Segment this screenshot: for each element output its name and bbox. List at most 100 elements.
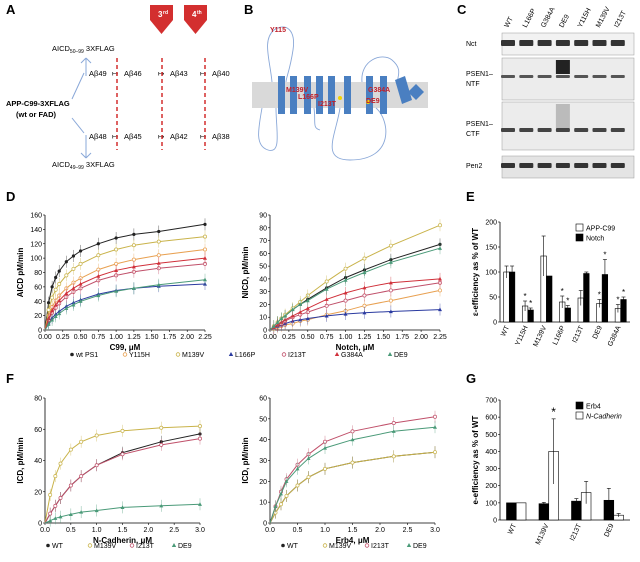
legend-label: N-Cadherin <box>586 414 622 421</box>
x-tick-label: 2.00 <box>414 334 428 341</box>
significance-star: * <box>524 292 527 301</box>
y-tick-label: 20 <box>259 302 267 309</box>
data-point <box>50 317 55 322</box>
data-point <box>46 322 51 326</box>
chart-d-left: 0 20 40 60 80 100 120 140 160 0.00 0.25 0.50 0.75 1.0… <box>16 213 212 353</box>
x-tick-label: 0.0 <box>40 527 50 534</box>
x-tick-label: 0.50 <box>74 334 88 341</box>
lane-label: L166P <box>522 7 538 28</box>
x-tick-label: 0.25 <box>282 334 296 341</box>
data-point <box>156 261 161 265</box>
data-point <box>79 510 84 514</box>
x-tick-label: 0.5 <box>293 527 303 534</box>
y-tick-label: 40 <box>259 437 267 444</box>
legend-marker <box>171 543 177 547</box>
y-tick-label: 140 <box>30 227 42 234</box>
blot-nct <box>501 32 635 56</box>
panel-label-d: D <box>6 189 15 204</box>
y-tick-label: 60 <box>34 427 42 434</box>
data-point <box>78 282 83 286</box>
chart-d-right: 0 10 20 30 40 50 60 70 80 90 0.00 0.25 0.50 0.75 1.00 1… <box>241 213 447 353</box>
data-point <box>438 223 442 228</box>
y-tick-label: 0 <box>38 521 42 528</box>
y-tick-label: 40 <box>34 299 42 306</box>
y-tick-label: 100 <box>485 270 497 277</box>
y-tick-label: 100 <box>30 256 42 263</box>
data-point <box>391 421 396 425</box>
data-point <box>156 253 161 258</box>
data-point <box>48 492 53 497</box>
data-point <box>50 285 54 289</box>
x-tick-label: 2.25 <box>433 334 447 341</box>
series-line <box>44 425 201 524</box>
data-point <box>350 437 355 442</box>
data-point <box>271 324 276 328</box>
legend-marker <box>70 352 74 357</box>
abeta43: Aβ43 <box>170 69 188 78</box>
legend-swatch <box>575 401 584 410</box>
data-point <box>58 461 63 466</box>
band <box>592 163 607 168</box>
y-tick-label: 50 <box>489 295 497 302</box>
band <box>501 40 515 46</box>
band <box>519 128 534 132</box>
cut-label-4: 4 <box>192 10 197 19</box>
data-point <box>295 466 300 471</box>
data-point <box>391 454 396 459</box>
data-point <box>273 504 278 508</box>
band <box>555 163 570 168</box>
series-line <box>44 257 206 331</box>
x-tick-label: 1.25 <box>127 334 141 341</box>
category-label: I213T <box>571 324 585 344</box>
y-tick-label: 0 <box>263 328 267 335</box>
y-tick-label: 500 <box>485 432 497 439</box>
band <box>574 75 589 78</box>
lane-label: Y115H <box>577 7 593 29</box>
legend-marker <box>129 543 135 548</box>
series-line <box>44 236 206 331</box>
y-tick-label: 80 <box>34 396 42 403</box>
cut-sup-3: rd <box>163 10 168 16</box>
arrow-glyph: ↦ <box>112 69 119 78</box>
band <box>574 128 589 132</box>
category-label: L166P <box>552 325 567 347</box>
data-point <box>438 276 442 281</box>
y-tick-label: 20 <box>34 489 42 496</box>
data-point <box>53 474 58 479</box>
data-point <box>64 273 69 278</box>
y-tick-label: 0 <box>263 521 267 528</box>
band <box>555 40 570 46</box>
data-point <box>96 293 101 298</box>
x-tick-label: 1.50 <box>145 334 159 341</box>
data-point <box>159 425 164 430</box>
data-point <box>279 502 283 507</box>
y-tick-label: 50 <box>259 264 267 271</box>
panel-label-e: E <box>466 189 475 204</box>
chart-f-right: 0 10 20 30 40 50 60 0.0 0.5 1.0 1.5 2.0 2.5 3.0 Erb4, … <box>241 396 440 546</box>
chart-e: 0 50 100 150 200 ε-efficiency as % of WT WT Y11… <box>471 220 630 348</box>
x-tick-label: 3.0 <box>195 527 205 534</box>
x-tick-label: 1.25 <box>358 334 372 341</box>
substrate-sub-label: (wt or FAD) <box>16 110 56 119</box>
x-tick-label: 1.00 <box>339 334 353 341</box>
legend-marker <box>322 543 328 548</box>
legend-marker <box>334 352 340 356</box>
legend-marker <box>46 543 50 548</box>
arrow-glyph: ↦ <box>200 132 207 141</box>
tm-helix <box>278 76 285 114</box>
series-line <box>44 438 201 524</box>
data-point <box>48 518 53 523</box>
arrow-glyph: ↦ <box>200 69 207 78</box>
data-point <box>159 442 164 447</box>
band <box>592 75 607 78</box>
loop-2 <box>313 107 321 131</box>
data-point <box>343 278 348 282</box>
legend-marker <box>364 543 370 548</box>
bar <box>571 500 582 521</box>
y-tick-label: 30 <box>259 458 267 465</box>
legend-marker <box>281 543 285 548</box>
legend-label: M139V <box>94 543 117 550</box>
branch-arrows <box>71 57 92 159</box>
data-point <box>96 242 100 246</box>
significance-star: * <box>603 251 606 260</box>
